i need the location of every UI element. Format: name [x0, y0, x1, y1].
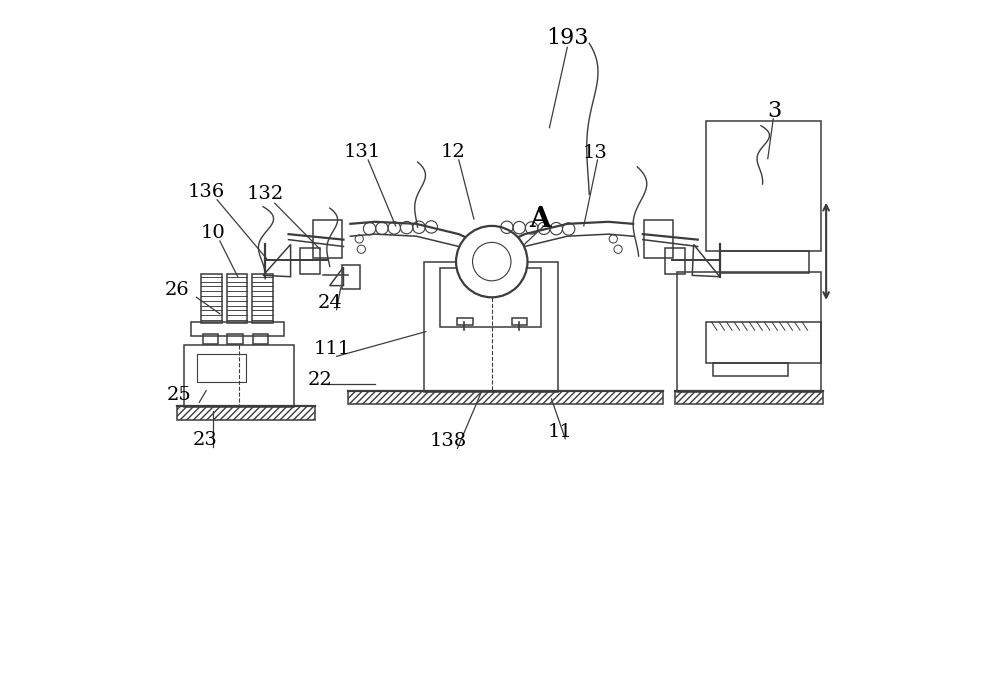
Bar	[197, 354, 246, 382]
Bar	[424, 261, 558, 392]
Text: 193: 193	[546, 28, 589, 50]
Circle shape	[456, 226, 527, 297]
Text: 10: 10	[201, 224, 225, 241]
Bar	[706, 322, 821, 363]
Text: 12: 12	[441, 142, 466, 161]
Bar	[440, 268, 541, 327]
Text: 138: 138	[430, 433, 467, 451]
Text: 111: 111	[313, 341, 350, 358]
Bar	[720, 251, 809, 273]
Bar	[644, 220, 673, 258]
Text: 11: 11	[548, 423, 573, 441]
Bar	[227, 334, 243, 344]
Bar	[201, 274, 222, 323]
Text: 132: 132	[247, 185, 284, 204]
Text: 136: 136	[188, 182, 225, 201]
Text: 131: 131	[344, 142, 381, 161]
Bar	[665, 248, 685, 274]
Bar	[313, 220, 342, 258]
Bar	[675, 391, 823, 405]
Text: A: A	[529, 206, 551, 233]
Text: 22: 22	[308, 371, 332, 389]
Bar	[227, 274, 247, 323]
Bar	[253, 334, 268, 344]
Text: 26: 26	[165, 281, 190, 299]
Bar	[300, 248, 320, 274]
Text: 24: 24	[317, 294, 342, 312]
Bar	[457, 318, 473, 325]
Text: 23: 23	[192, 431, 217, 449]
Text: 13: 13	[582, 144, 607, 162]
Text: 25: 25	[166, 387, 191, 405]
Bar	[252, 274, 273, 323]
Bar	[184, 345, 294, 407]
Bar	[177, 406, 315, 420]
Bar	[706, 121, 821, 251]
Bar	[203, 334, 218, 344]
Bar	[348, 391, 663, 405]
Bar	[713, 363, 788, 376]
Bar	[342, 265, 360, 289]
Bar	[191, 322, 284, 336]
Bar	[512, 318, 527, 325]
Text: 3: 3	[768, 100, 782, 122]
Bar	[677, 272, 821, 392]
